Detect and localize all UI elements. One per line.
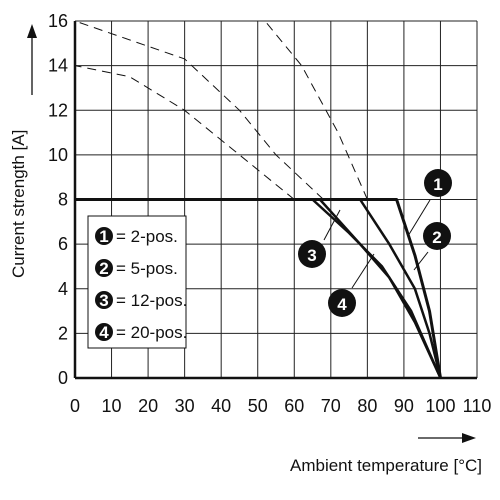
x-tick-label: 30 [175,396,195,416]
series-2-dashed [74,20,324,200]
legend-badge-number: 1 [99,227,108,246]
x-tick-label: 0 [70,396,80,416]
x-tick-label: 70 [321,396,341,416]
legend-badge [95,227,113,245]
y-tick-label: 14 [48,56,68,76]
series-4-line [75,198,442,379]
x-tick-label: 10 [102,396,122,416]
x-tick-label: 110 [463,396,492,416]
y-tick-label: 4 [58,279,68,299]
series-lines [75,198,442,379]
legend-badge [95,291,113,309]
legend-item: 3 = 12-pos. [95,291,187,310]
legend: 1 = 2-pos. 2 = 5-pos. 3 = 12-pos. 4 = 20… [87,215,187,349]
y-tick-label: 16 [48,11,68,31]
callout-number-2: 2 [432,228,441,247]
callout-number-3: 3 [307,246,316,265]
y-tick-label: 2 [58,323,68,343]
callout-leader-1 [407,199,431,237]
legend-item: 1 = 2-pos. [95,227,178,246]
legend-badge-number: 4 [99,323,109,342]
x-tick-label: 50 [248,396,268,416]
y-tick-label: 10 [48,145,68,165]
callout-number-4: 4 [337,295,347,314]
dashed-extensions [74,20,368,200]
y-tick-label: 8 [58,190,68,210]
y-tick-label: 0 [58,368,68,388]
legend-badge-number: 3 [99,291,108,310]
legend-label: = 5-pos. [116,259,178,278]
callout-badge-3 [298,240,326,268]
callout-badge-2 [423,222,451,250]
series-1-dashed [264,20,368,200]
legend-label: = 12-pos. [116,291,187,310]
y-axis-title-group: Current strength [A] [9,24,37,278]
callout-number-1: 1 [433,175,442,194]
x-tick-label: 60 [284,396,304,416]
callout-badge-4 [328,289,356,317]
x-axis-title-group: Ambient temperature [°C] [290,433,482,475]
x-axis-arrow-head [462,433,476,443]
callout-leader-4 [351,253,375,289]
legend-label: = 2-pos. [116,227,178,246]
x-tick-label: 90 [394,396,414,416]
y-axis-title: Current strength [A] [9,130,28,278]
x-axis-title: Ambient temperature [°C] [290,456,482,475]
legend-badge [95,323,113,341]
legend-item: 2 = 5-pos. [95,259,178,278]
x-tick-label: 40 [211,396,231,416]
y-axis-arrow-head [27,24,37,38]
legend-badge [95,259,113,277]
legend-badge-number: 2 [99,259,108,278]
x-tick-label: 80 [357,396,377,416]
series-3-dashed [74,65,295,200]
y-tick-label: 12 [48,100,68,120]
axes [73,21,477,380]
x-tick-label: 100 [425,396,455,416]
y-tick-label: 6 [58,234,68,254]
x-tick-label: 20 [138,396,158,416]
callout-badge-1 [424,169,452,197]
legend-item: 4 = 20-pos. [95,323,187,342]
callout-leader-3 [323,209,341,241]
callout-leader-2 [413,251,429,271]
callouts: 1 2 3 4 [298,169,452,317]
legend-label: = 20-pos. [116,323,187,342]
